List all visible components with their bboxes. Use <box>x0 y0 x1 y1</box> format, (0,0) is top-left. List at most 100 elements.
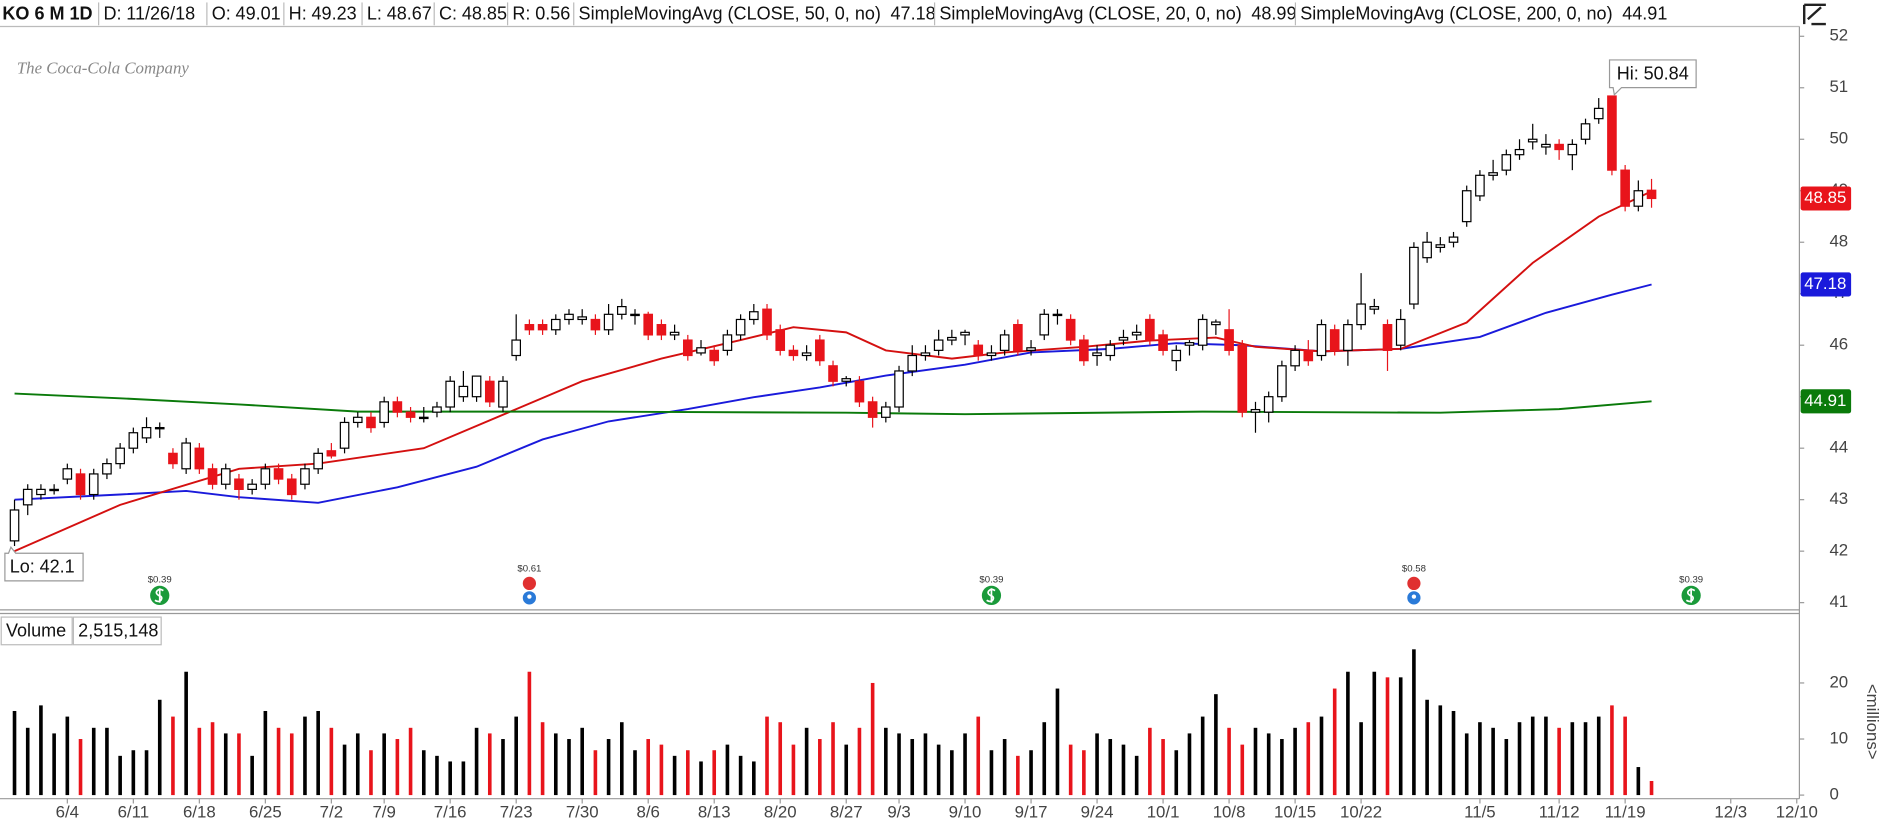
candle-body <box>1541 143 1551 148</box>
volume-bar <box>1478 722 1482 796</box>
volume-bar <box>897 733 901 796</box>
volume-bar <box>237 733 241 796</box>
volume-bar <box>223 733 228 796</box>
header-value: 0.56 <box>535 3 570 23</box>
volume-bar <box>619 722 624 796</box>
high-callout <box>1608 59 1697 97</box>
volume-bar <box>1398 677 1403 796</box>
volume-bar <box>1596 716 1601 796</box>
candle-body <box>128 432 139 449</box>
x-tick-label: 10/1 <box>1147 803 1180 822</box>
volume-bar <box>65 716 70 796</box>
candle-body <box>273 468 284 480</box>
earnings-icon <box>522 576 537 591</box>
x-tick-label: 7/9 <box>372 803 395 822</box>
x-tick-label: 12/10 <box>1776 803 1818 822</box>
candle-body <box>1527 138 1538 143</box>
settings-icon[interactable] <box>1803 3 1826 26</box>
x-tick-label: 8/13 <box>698 803 731 822</box>
candle-body <box>1461 190 1472 223</box>
candle-body <box>1303 349 1314 362</box>
volume-y-tick-label: 0 <box>1829 785 1838 804</box>
volume-bar <box>329 727 334 796</box>
volume-title: Volume <box>6 620 66 640</box>
candle-body <box>1607 95 1617 171</box>
header-label: KO 6 M 1D <box>2 3 92 23</box>
volume-bar <box>976 716 981 796</box>
earnings-pin-dot <box>527 594 532 599</box>
dividend-glyph <box>1685 588 1696 603</box>
volume-bar <box>474 727 479 796</box>
volume-bar <box>1214 694 1218 796</box>
header-item: L: 48.67 <box>367 3 432 23</box>
moving-average-line <box>14 283 1652 504</box>
candle-body <box>1343 324 1353 351</box>
candle-body <box>88 473 99 496</box>
header-label: O: <box>212 3 231 23</box>
header-item: R: 0.56 <box>512 3 570 23</box>
header-item: D: 11/26/18 <box>103 3 195 23</box>
x-tick-label: 9/17 <box>1015 803 1048 822</box>
volume-bar <box>78 739 83 796</box>
candle-body <box>1039 313 1050 336</box>
volume-title-box <box>0 616 73 646</box>
volume-bar <box>91 727 96 796</box>
header-value: 48.85 <box>462 3 507 23</box>
legend-value: 47.18 <box>891 3 936 23</box>
volume-bar <box>210 722 215 796</box>
candle-body <box>960 331 970 336</box>
volume-bar <box>12 710 17 796</box>
candle-body <box>1184 342 1195 346</box>
candle-body <box>1448 236 1459 243</box>
candle-body <box>973 344 984 357</box>
volume-bar <box>712 750 717 796</box>
volume-bar <box>118 755 122 796</box>
candle-body <box>762 308 772 336</box>
volume-bar <box>369 750 373 796</box>
volume-bar <box>1319 716 1324 796</box>
candle-body <box>1211 321 1221 326</box>
legend-item: SimpleMovingAvg (CLOSE, 50, 0, no) 47.18 <box>579 3 936 23</box>
volume-bar <box>1636 767 1641 796</box>
candle-body <box>722 334 733 351</box>
high-annotation: Hi: 50.84 <box>1617 63 1689 83</box>
volume-bar <box>633 750 637 796</box>
volume-bar <box>1108 739 1113 796</box>
axis-value-box <box>1800 186 1852 211</box>
volume-bar <box>1082 750 1086 796</box>
volume-bar <box>1346 671 1350 796</box>
candle-body <box>682 339 693 357</box>
candle-body <box>62 468 73 480</box>
x-tick-label: 7/2 <box>320 803 343 822</box>
legend-name: SimpleMovingAvg (CLOSE, 200, 0, no) <box>1300 3 1612 23</box>
volume-bar <box>1530 716 1535 796</box>
volume-bar <box>1095 733 1099 796</box>
candle-body <box>775 329 786 351</box>
earnings-icon <box>1407 576 1421 591</box>
volume-bar <box>831 722 835 796</box>
volume-bar <box>1306 722 1311 796</box>
volume-bar <box>1240 744 1245 796</box>
candle-body <box>1131 331 1142 336</box>
candle-body <box>1646 189 1657 200</box>
axis-value-box <box>1800 272 1852 297</box>
candle-body <box>881 406 891 418</box>
header-value: 49.23 <box>312 3 357 23</box>
volume-bar <box>1385 677 1390 796</box>
settings-glyph[interactable] <box>1803 3 1826 26</box>
volume-bar <box>844 744 849 796</box>
candle-body <box>1382 324 1393 351</box>
volume-bar <box>989 750 994 796</box>
y-tick-label: 50 <box>1829 129 1848 148</box>
volume-bar <box>659 744 664 796</box>
axis-value-label: 48.85 <box>1804 188 1846 207</box>
volume-bar <box>1425 699 1429 796</box>
volume-bar <box>923 733 928 796</box>
x-tick-label: 11/12 <box>1539 803 1580 822</box>
header-label: L: <box>367 3 382 23</box>
volume-bar <box>1055 688 1060 796</box>
volume-bar <box>725 744 730 796</box>
candle-body <box>788 349 799 357</box>
